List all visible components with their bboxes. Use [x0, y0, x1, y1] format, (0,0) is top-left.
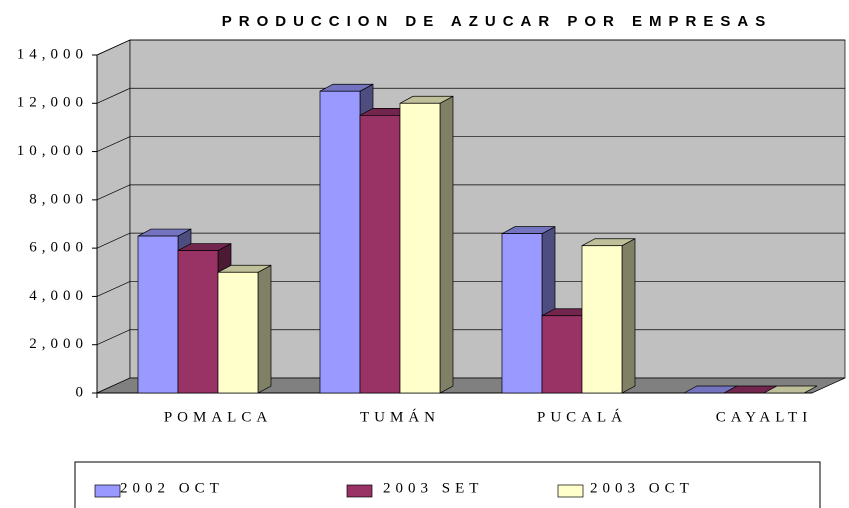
- legend-label: 2002 OCT: [120, 480, 224, 496]
- legend-swatch: [346, 484, 373, 498]
- y-tick-label: 2,000: [29, 336, 88, 352]
- bar-top: [763, 385, 818, 394]
- bar: [581, 245, 623, 394]
- y-tick-label: 4,000: [29, 288, 88, 304]
- bar-side: [621, 238, 636, 394]
- bar: [177, 250, 219, 394]
- legend-label: 2003 OCT: [590, 480, 694, 496]
- grid-line: [96, 39, 131, 56]
- y-tick-label: 6,000: [29, 240, 88, 256]
- bar-side: [439, 95, 454, 394]
- grid-line: [96, 184, 131, 201]
- grid-line: [96, 136, 131, 152]
- x-tick-label: PUCALÁ: [537, 408, 627, 425]
- y-tick-label: 8,000: [29, 191, 88, 207]
- y-tick-label: 12,000: [17, 95, 88, 111]
- bar: [137, 235, 179, 394]
- side-wall: [96, 39, 131, 394]
- legend-label: 2003 SET: [383, 480, 483, 496]
- grid-line: [96, 329, 131, 346]
- bar: [399, 102, 441, 394]
- x-tick-label: POMALCA: [164, 409, 272, 425]
- bar: [541, 315, 583, 394]
- grid-line: [96, 232, 131, 249]
- bar: [359, 115, 401, 394]
- bar: [319, 90, 361, 394]
- legend-swatch: [94, 484, 121, 498]
- legend-box: [74, 461, 821, 508]
- legend-swatch: [557, 484, 584, 498]
- grid-line: [96, 87, 131, 104]
- y-tick-label: 10,000: [17, 143, 88, 159]
- bar-side: [257, 264, 272, 394]
- x-tick-label: TUMÁN: [360, 408, 440, 425]
- y-tick-label: 0: [76, 384, 89, 400]
- bar: [501, 233, 543, 394]
- grid-line: [96, 281, 131, 297]
- chart-title: PRODUCCION DE AZUCAR POR EMPRESAS: [222, 13, 772, 30]
- bar: [217, 271, 259, 394]
- y-tick-label: 14,000: [17, 46, 88, 62]
- x-tick-label: CAYALTI: [716, 409, 812, 425]
